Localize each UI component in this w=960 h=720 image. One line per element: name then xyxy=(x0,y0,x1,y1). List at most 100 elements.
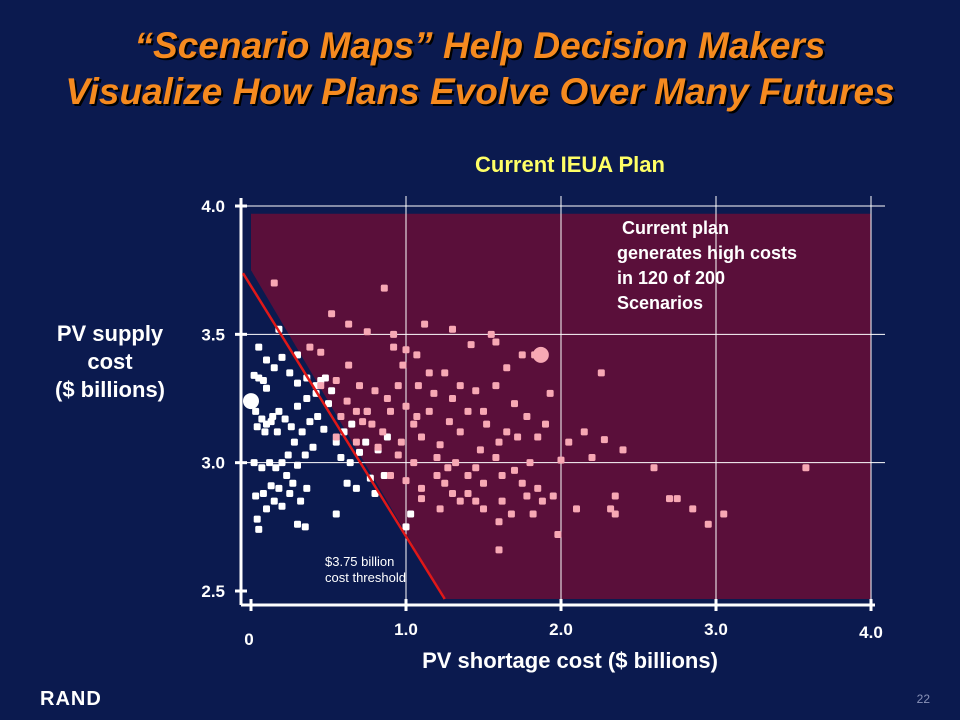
y-tick-label: 4.0 xyxy=(201,197,225,216)
high-cost-point xyxy=(511,466,518,474)
high-cost-point xyxy=(363,407,371,415)
high-cost-point xyxy=(611,492,619,500)
high-cost-point xyxy=(472,464,480,472)
high-cost-point xyxy=(390,343,398,351)
high-cost-point xyxy=(343,397,351,405)
low-cost-point xyxy=(332,510,340,518)
low-cost-point xyxy=(278,459,286,467)
y-tick-label: 3.5 xyxy=(201,325,225,344)
high-cost-point xyxy=(498,497,506,505)
low-cost-point xyxy=(286,489,294,497)
high-cost-point xyxy=(720,510,728,518)
low-cost-point xyxy=(287,423,295,431)
low-cost-point xyxy=(270,364,278,372)
high-cost-point xyxy=(402,346,410,354)
high-cost-point xyxy=(464,472,472,479)
high-cost-point xyxy=(363,328,371,336)
high-cost-point xyxy=(546,389,554,397)
high-cost-point xyxy=(345,361,353,369)
high-cost-point xyxy=(379,428,387,436)
high-cost-point xyxy=(441,479,449,487)
high-cost-point xyxy=(394,451,402,459)
high-cost-point xyxy=(390,330,398,338)
low-cost-point xyxy=(255,343,263,351)
high-cost-point xyxy=(666,495,673,503)
high-cost-point xyxy=(456,497,464,505)
low-cost-point xyxy=(294,379,301,387)
high-cost-point xyxy=(445,418,453,426)
x-tick-label: 4.0 xyxy=(859,623,883,642)
high-cost-point xyxy=(464,407,472,415)
high-cost-point xyxy=(534,484,542,492)
high-cost-annotation: Current plan generates high costs in 120 o… xyxy=(617,218,797,313)
high-cost-point xyxy=(487,330,495,338)
high-cost-point xyxy=(580,428,588,436)
low-cost-point xyxy=(371,489,379,497)
rand-logo: RAND xyxy=(40,688,102,710)
high-cost-point xyxy=(352,438,360,446)
low-cost-point xyxy=(301,523,309,531)
high-cost-point xyxy=(433,454,441,462)
low-cost-point xyxy=(289,479,297,487)
high-cost-point xyxy=(480,479,487,487)
page-number: 22 xyxy=(916,692,930,706)
high-cost-point xyxy=(650,464,658,472)
low-cost-point xyxy=(263,505,270,513)
high-cost-point xyxy=(368,420,376,428)
high-cost-point xyxy=(380,284,388,292)
high-cost-point xyxy=(611,510,619,518)
high-cost-point xyxy=(410,459,418,467)
high-cost-point xyxy=(467,341,475,349)
high-cost-point xyxy=(387,407,394,415)
high-cost-point xyxy=(518,479,526,487)
low-cost-point xyxy=(273,428,281,436)
high-cost-point xyxy=(526,459,534,467)
high-cost-point xyxy=(607,505,615,513)
low-cost-point xyxy=(275,407,283,415)
low-cost-point xyxy=(294,461,301,469)
high-cost-point xyxy=(600,436,608,444)
high-cost-point xyxy=(495,438,503,446)
highlighted-point xyxy=(243,393,259,410)
low-cost-point xyxy=(402,523,410,531)
low-cost-point xyxy=(343,479,351,487)
low-cost-point xyxy=(383,433,391,441)
low-cost-point xyxy=(259,489,267,497)
low-cost-point xyxy=(356,448,363,456)
high-cost-point xyxy=(456,382,464,390)
high-cost-point xyxy=(418,495,425,503)
high-cost-point xyxy=(413,412,421,420)
low-cost-point xyxy=(275,484,283,492)
high-cost-point xyxy=(444,464,452,472)
low-cost-point xyxy=(337,454,345,462)
high-cost-point xyxy=(542,420,549,428)
low-cost-point xyxy=(346,459,354,467)
low-cost-point xyxy=(258,415,266,423)
high-cost-point xyxy=(495,546,503,554)
high-cost-point xyxy=(507,510,515,518)
high-cost-point xyxy=(359,418,367,426)
high-cost-point xyxy=(399,361,407,369)
x-tick-label: 1.0 xyxy=(394,620,418,639)
high-cost-point xyxy=(449,395,456,402)
low-cost-point xyxy=(290,438,298,446)
low-cost-point xyxy=(325,400,332,408)
high-cost-point xyxy=(452,459,460,467)
y-axis-label: PV supply cost ($ billions) xyxy=(55,321,165,402)
low-cost-point xyxy=(294,402,301,410)
high-cost-point xyxy=(538,497,546,505)
low-cost-point xyxy=(258,464,266,472)
high-cost-point xyxy=(332,433,340,441)
high-cost-point xyxy=(402,402,410,410)
high-cost-point xyxy=(356,382,363,390)
high-cost-point xyxy=(371,387,379,395)
x-tick-label: 2.0 xyxy=(549,620,573,639)
high-cost-point xyxy=(472,387,480,395)
high-cost-point xyxy=(394,382,402,390)
high-cost-point xyxy=(802,464,810,472)
high-cost-point xyxy=(597,369,605,377)
high-cost-point xyxy=(306,343,314,351)
slide-title-line-2: Visualize How Plans Evolve Over Many Fut… xyxy=(65,71,895,112)
high-cost-point xyxy=(472,497,480,505)
low-cost-point xyxy=(284,451,292,459)
